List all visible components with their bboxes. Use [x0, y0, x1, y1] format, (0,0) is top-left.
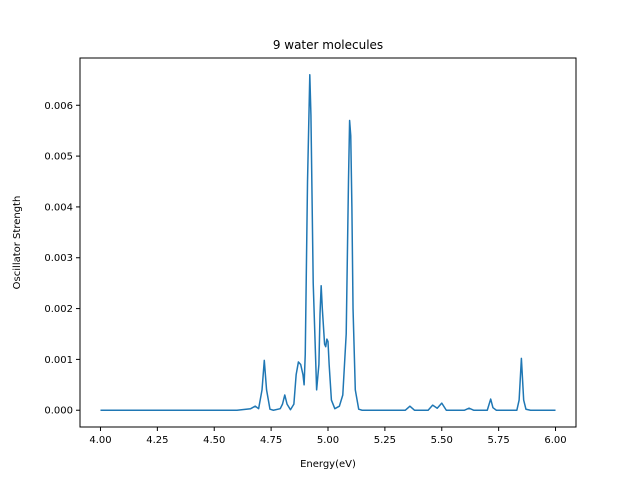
y-axis-label: Oscillator Strength [12, 196, 23, 290]
x-tick-label: 5.25 [374, 435, 396, 446]
y-tick-label: 0.002 [44, 304, 73, 315]
x-tick-label: 4.75 [260, 435, 282, 446]
y-tick-label: 0.004 [44, 202, 73, 213]
y-tick-label: 0.006 [44, 101, 73, 112]
x-tick-label: 5.50 [431, 435, 453, 446]
x-tick-label: 4.50 [203, 435, 225, 446]
x-tick-label: 4.00 [89, 435, 111, 446]
x-tick-label: 5.75 [488, 435, 510, 446]
x-axis-label: Energy(eV) [300, 459, 356, 470]
x-tick-label: 6.00 [544, 435, 566, 446]
y-tick-label: 0.005 [44, 152, 73, 163]
chart-title: 9 water molecules [273, 38, 383, 52]
x-tick-label: 4.25 [146, 435, 168, 446]
y-tick-label: 0.000 [44, 406, 73, 417]
x-tick-label: 5.00 [317, 435, 339, 446]
y-tick-label: 0.003 [44, 253, 73, 264]
y-tick-label: 0.001 [44, 355, 73, 366]
series-line-0 [100, 74, 556, 411]
